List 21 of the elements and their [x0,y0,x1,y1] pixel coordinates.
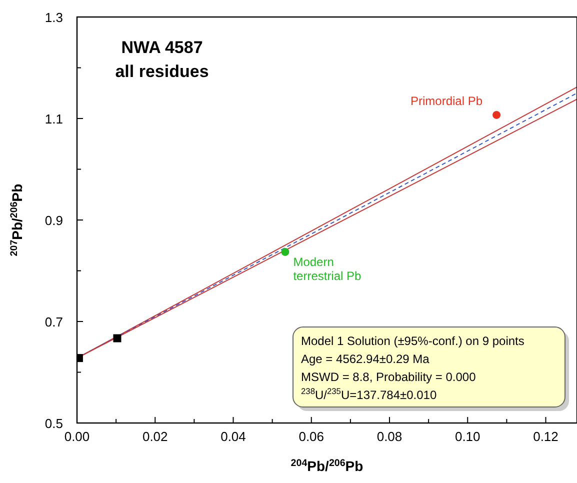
text: MSWD = 8.8, Probability = 0.000 [301,370,476,384]
text: all residues [115,62,209,81]
x-axis-title: $^{204}$Pb/$^{206}$Pb [290,458,364,474]
y-tick-label: 1.3 [44,10,63,25]
y-tick-label: 0.7 [44,314,63,330]
x-tick-label: 0.08 [376,429,402,444]
series-label: Primordial Pb [410,94,483,108]
annotation: Model 1 Solution (±95%-conf.) on 9 points [301,334,524,348]
x-tick-label: 0.00 [64,429,90,444]
x-tick-label: 0.04 [220,429,246,444]
x-tick-label: 0.02 [142,429,168,444]
series-label: Modern terrestrial Pb [293,254,362,283]
text: NWA 4587 [121,38,203,57]
annotation: $^{238}$U/$^{235}$U=137.784±0.010 [301,386,437,402]
y-tick-label: 1.1 [44,112,63,126]
x-tick-label: 0.10 [454,429,480,444]
annotation: Age = 4562.94±0.29 Ma [301,352,430,366]
x-tick-label: 0.12 [533,429,558,444]
x-tick-label: 0.06 [298,429,324,444]
y-tick-label: 0.5 [44,416,63,431]
y-tick-label: 0.9 [44,213,63,228]
